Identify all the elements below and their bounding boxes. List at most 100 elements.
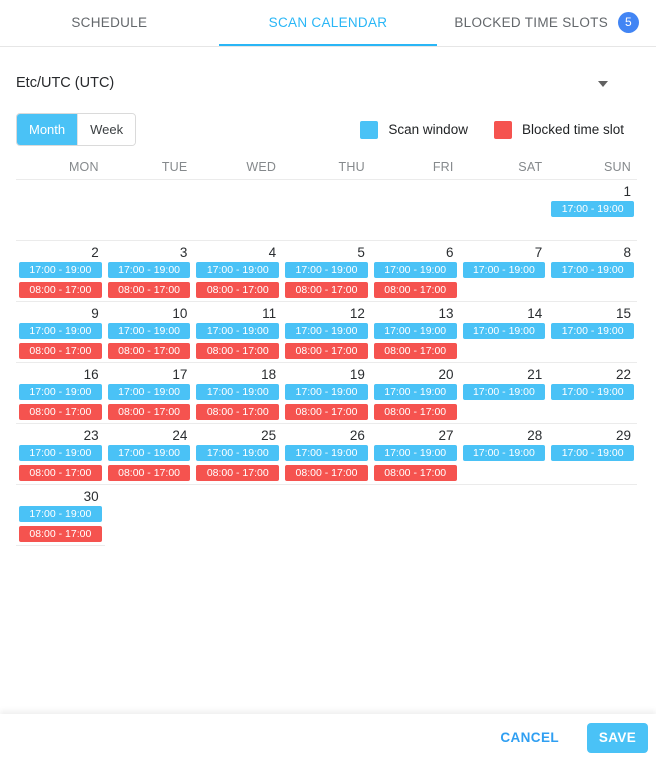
day-cell-19[interactable]: 19 17:00 - 19:00 08:00 - 17:00 xyxy=(282,363,371,423)
blocked-time-slot-event[interactable]: 08:00 - 17:00 xyxy=(285,282,368,298)
date-number: 27 xyxy=(438,428,454,443)
scan-window-event[interactable]: 17:00 - 19:00 xyxy=(19,445,102,461)
scan-window-event[interactable]: 17:00 - 19:00 xyxy=(285,384,368,400)
scan-window-event[interactable]: 17:00 - 19:00 xyxy=(19,262,102,278)
blocked-time-slot-event[interactable]: 08:00 - 17:00 xyxy=(196,404,280,420)
week-view-button[interactable]: Week xyxy=(77,114,136,145)
day-cell-28[interactable]: 28 17:00 - 19:00 xyxy=(460,424,549,484)
day-cell-6[interactable]: 6 17:00 - 19:00 08:00 - 17:00 xyxy=(371,241,460,301)
timezone-select[interactable]: Etc/UTC (UTC) xyxy=(16,74,640,94)
blocked-time-slot-event[interactable]: 08:00 - 17:00 xyxy=(373,343,457,359)
scan-window-event[interactable]: 17:00 - 19:00 xyxy=(107,323,191,339)
day-cell-empty xyxy=(193,180,282,240)
day-cell-1[interactable]: 1 17:00 - 19:00 xyxy=(548,180,637,240)
scan-window-event[interactable]: 17:00 - 19:00 xyxy=(551,201,634,217)
day-cell-25[interactable]: 25 17:00 - 19:00 08:00 - 17:00 xyxy=(193,424,282,484)
blocked-time-slot-event[interactable]: 08:00 - 17:00 xyxy=(196,343,280,359)
day-cell-2[interactable]: 2 17:00 - 19:00 08:00 - 17:00 xyxy=(16,241,105,301)
scan-window-event[interactable]: 17:00 - 19:00 xyxy=(19,384,102,400)
scan-window-event[interactable]: 17:00 - 19:00 xyxy=(107,445,191,461)
scan-window-event[interactable]: 17:00 - 19:00 xyxy=(285,323,368,339)
tab-scan-calendar[interactable]: SCAN CALENDAR xyxy=(218,0,438,46)
blocked-time-slot-event[interactable]: 08:00 - 17:00 xyxy=(107,465,191,481)
day-cell-15[interactable]: 15 17:00 - 19:00 xyxy=(548,302,637,362)
save-button[interactable]: SAVE xyxy=(587,722,648,753)
blocked-time-slot-event[interactable]: 08:00 - 17:00 xyxy=(373,282,457,298)
day-cell-3[interactable]: 3 17:00 - 19:00 08:00 - 17:00 xyxy=(105,241,194,301)
day-cell-13[interactable]: 13 17:00 - 19:00 08:00 - 17:00 xyxy=(371,302,460,362)
day-cell-23[interactable]: 23 17:00 - 19:00 08:00 - 17:00 xyxy=(16,424,105,484)
day-cell-30[interactable]: 30 17:00 - 19:00 08:00 - 17:00 xyxy=(16,485,105,546)
blocked-time-slot-event[interactable]: 08:00 - 17:00 xyxy=(19,526,102,542)
scan-window-event[interactable]: 17:00 - 19:00 xyxy=(462,384,546,400)
date-number: 7 xyxy=(534,245,543,260)
scan-window-event[interactable]: 17:00 - 19:00 xyxy=(462,262,546,278)
tab-blocked-time-slots[interactable]: BLOCKED TIME SLOTS 5 xyxy=(437,0,656,46)
day-cell-5[interactable]: 5 17:00 - 19:00 08:00 - 17:00 xyxy=(282,241,371,301)
day-cell-9[interactable]: 9 17:00 - 19:00 08:00 - 17:00 xyxy=(16,302,105,362)
scan-window-event[interactable]: 17:00 - 19:00 xyxy=(107,384,191,400)
day-header-sat: SAT xyxy=(518,159,543,174)
day-cell-7[interactable]: 7 17:00 - 19:00 xyxy=(460,241,549,301)
cancel-button[interactable]: CANCEL xyxy=(490,722,569,753)
scan-window-event[interactable]: 17:00 - 19:00 xyxy=(373,445,457,461)
day-cell-27[interactable]: 27 17:00 - 19:00 08:00 - 17:00 xyxy=(371,424,460,484)
day-header-thu: THU xyxy=(338,159,365,174)
blocked-time-slot-event[interactable]: 08:00 - 17:00 xyxy=(107,404,191,420)
scan-window-event[interactable]: 17:00 - 19:00 xyxy=(196,445,280,461)
scan-window-event[interactable]: 17:00 - 19:00 xyxy=(551,262,634,278)
day-cell-17[interactable]: 17 17:00 - 19:00 08:00 - 17:00 xyxy=(105,363,194,423)
scan-window-event[interactable]: 17:00 - 19:00 xyxy=(19,506,102,522)
day-cell-8[interactable]: 8 17:00 - 19:00 xyxy=(548,241,637,301)
scan-window-event[interactable]: 17:00 - 19:00 xyxy=(285,262,368,278)
day-cell-16[interactable]: 16 17:00 - 19:00 08:00 - 17:00 xyxy=(16,363,105,423)
scan-window-event[interactable]: 17:00 - 19:00 xyxy=(196,323,280,339)
blocked-time-slot-event[interactable]: 08:00 - 17:00 xyxy=(19,404,102,420)
day-cell-empty xyxy=(282,485,371,546)
blocked-time-slot-event[interactable]: 08:00 - 17:00 xyxy=(285,404,368,420)
day-cell-20[interactable]: 20 17:00 - 19:00 08:00 - 17:00 xyxy=(371,363,460,423)
day-cell-18[interactable]: 18 17:00 - 19:00 08:00 - 17:00 xyxy=(193,363,282,423)
blocked-time-slot-event[interactable]: 08:00 - 17:00 xyxy=(196,465,280,481)
blocked-time-slot-event[interactable]: 08:00 - 17:00 xyxy=(19,465,102,481)
blocked-time-slot-event[interactable]: 08:00 - 17:00 xyxy=(19,343,102,359)
timezone-value: Etc/UTC (UTC) xyxy=(16,75,115,91)
scan-window-event[interactable]: 17:00 - 19:00 xyxy=(373,262,457,278)
scan-window-event[interactable]: 17:00 - 19:00 xyxy=(462,323,546,339)
scan-window-event[interactable]: 17:00 - 19:00 xyxy=(373,384,457,400)
tab-schedule[interactable]: SCHEDULE xyxy=(0,0,219,46)
blocked-time-slot-event[interactable]: 08:00 - 17:00 xyxy=(373,404,457,420)
scan-window-event[interactable]: 17:00 - 19:00 xyxy=(107,262,191,278)
blocked-time-slot-event[interactable]: 08:00 - 17:00 xyxy=(285,465,368,481)
scan-window-event[interactable]: 17:00 - 19:00 xyxy=(19,323,102,339)
day-cell-11[interactable]: 11 17:00 - 19:00 08:00 - 17:00 xyxy=(193,302,282,362)
day-cell-10[interactable]: 10 17:00 - 19:00 08:00 - 17:00 xyxy=(105,302,194,362)
date-number: 6 xyxy=(446,245,454,260)
scan-window-event[interactable]: 17:00 - 19:00 xyxy=(373,323,457,339)
blocked-time-slot-event[interactable]: 08:00 - 17:00 xyxy=(285,343,368,359)
scan-window-event[interactable]: 17:00 - 19:00 xyxy=(551,445,634,461)
blocked-time-slot-event[interactable]: 08:00 - 17:00 xyxy=(373,465,457,481)
scan-window-event[interactable]: 17:00 - 19:00 xyxy=(285,445,368,461)
date-number: 10 xyxy=(172,306,188,321)
day-cell-22[interactable]: 22 17:00 - 19:00 xyxy=(548,363,637,423)
scan-window-event[interactable]: 17:00 - 19:00 xyxy=(462,445,546,461)
day-cell-14[interactable]: 14 17:00 - 19:00 xyxy=(460,302,549,362)
week-row: 9 17:00 - 19:00 08:00 - 17:00 10 17:00 - 19:… xyxy=(16,302,637,363)
blocked-time-slot-event[interactable]: 08:00 - 17:00 xyxy=(107,343,191,359)
month-view-button[interactable]: Month xyxy=(17,114,78,145)
blocked-time-slot-event[interactable]: 08:00 - 17:00 xyxy=(19,282,102,298)
scan-window-event[interactable]: 17:00 - 19:00 xyxy=(196,262,280,278)
day-cell-12[interactable]: 12 17:00 - 19:00 08:00 - 17:00 xyxy=(282,302,371,362)
day-cell-4[interactable]: 4 17:00 - 19:00 08:00 - 17:00 xyxy=(193,241,282,301)
blocked-time-slot-event[interactable]: 08:00 - 17:00 xyxy=(196,282,280,298)
day-cell-29[interactable]: 29 17:00 - 19:00 xyxy=(548,424,637,484)
day-cell-21[interactable]: 21 17:00 - 19:00 xyxy=(460,363,549,423)
date-number: 25 xyxy=(261,428,277,443)
scan-window-event[interactable]: 17:00 - 19:00 xyxy=(551,384,634,400)
scan-window-event[interactable]: 17:00 - 19:00 xyxy=(196,384,280,400)
day-cell-24[interactable]: 24 17:00 - 19:00 08:00 - 17:00 xyxy=(105,424,194,484)
scan-window-event[interactable]: 17:00 - 19:00 xyxy=(551,323,634,339)
blocked-time-slot-event[interactable]: 08:00 - 17:00 xyxy=(107,282,191,298)
day-cell-26[interactable]: 26 17:00 - 19:00 08:00 - 17:00 xyxy=(282,424,371,484)
